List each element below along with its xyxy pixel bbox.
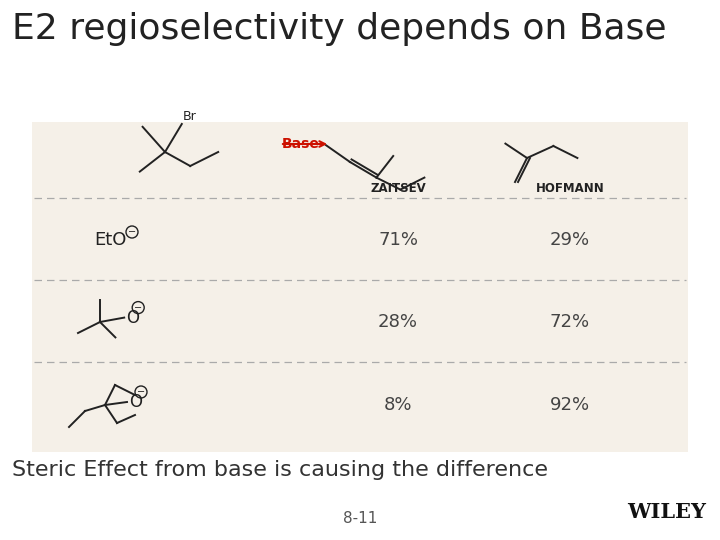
Text: 29%: 29% — [550, 231, 590, 249]
Text: −: − — [134, 302, 143, 313]
Text: O: O — [126, 308, 139, 327]
Text: −: − — [137, 387, 145, 397]
Text: 28%: 28% — [378, 313, 418, 331]
Text: 8%: 8% — [384, 396, 413, 414]
Text: 8-11: 8-11 — [343, 511, 377, 526]
Text: WILEY: WILEY — [627, 502, 706, 522]
Text: 71%: 71% — [378, 231, 418, 249]
Text: Br: Br — [183, 110, 197, 123]
Text: 72%: 72% — [550, 313, 590, 331]
FancyBboxPatch shape — [32, 122, 688, 452]
Text: HOFMANN: HOFMANN — [536, 181, 604, 194]
Text: EtO: EtO — [94, 231, 126, 249]
Text: Steric Effect from base is causing the difference: Steric Effect from base is causing the d… — [12, 460, 548, 480]
Text: 92%: 92% — [550, 396, 590, 414]
Text: O: O — [129, 393, 142, 411]
Text: ZAITSEV: ZAITSEV — [370, 181, 426, 194]
Text: Base: Base — [282, 137, 320, 151]
Text: −: − — [128, 227, 136, 237]
Text: E2 regioselectivity depends on Base: E2 regioselectivity depends on Base — [12, 12, 667, 46]
